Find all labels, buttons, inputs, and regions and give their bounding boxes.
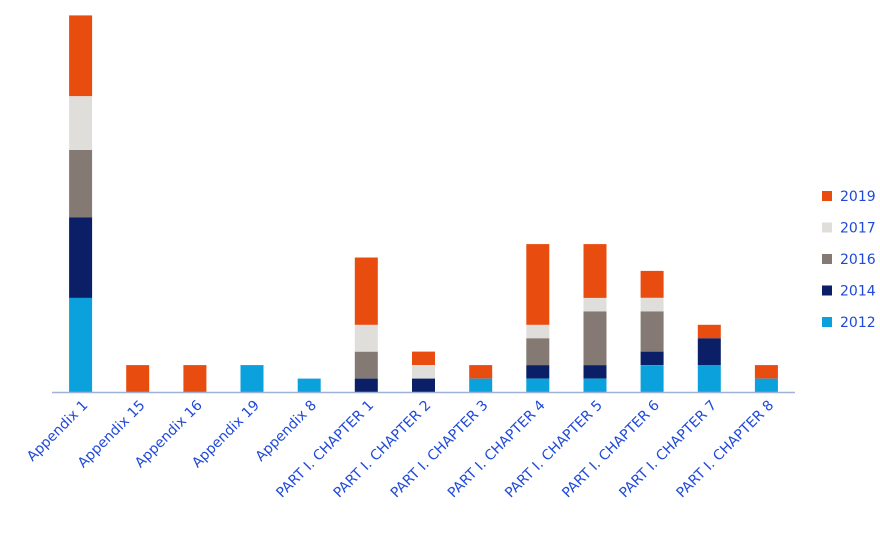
bar-segment-2016-8	[526, 338, 550, 366]
bar-segment-2017-8	[526, 324, 550, 339]
legend-label-2012: 2012	[840, 315, 876, 331]
bar-segment-2017-0	[69, 96, 93, 150]
bar-segment-2016-0	[69, 149, 93, 218]
bar-segment-2012-7	[469, 378, 493, 392]
bar-segment-2012-0	[69, 297, 93, 392]
x-tick-label-6: PART I. CHAPTER 2	[331, 398, 435, 502]
bar-segment-2014-9	[583, 365, 607, 379]
x-tick-label-8: PART I. CHAPTER 4	[445, 397, 549, 501]
bar-segment-2019-1	[126, 365, 150, 392]
bar-segment-2019-7	[469, 365, 493, 379]
x-tick-label-10: PART I. CHAPTER 6	[559, 397, 663, 501]
bars-layer	[69, 15, 778, 392]
bar-segment-2019-6	[412, 351, 435, 365]
legend-swatch-2014	[822, 285, 832, 296]
x-tick-label-12: PART I. CHAPTER 8	[674, 398, 778, 502]
bar-segment-2019-10	[640, 270, 664, 298]
bar-segment-2017-9	[583, 297, 607, 312]
bar-segment-2016-9	[583, 311, 607, 366]
bar-segment-2019-2	[183, 365, 207, 392]
legend-label-2019: 2019	[840, 189, 876, 205]
bar-segment-2012-8	[526, 378, 550, 392]
bar-segment-2014-8	[526, 365, 550, 379]
bar-segment-2016-5	[354, 351, 378, 379]
bar-segment-2016-10	[640, 311, 664, 352]
x-tick-label-5: PART I. CHAPTER 1	[273, 398, 377, 502]
bar-segment-2012-3	[240, 365, 264, 392]
bar-segment-2014-10	[640, 351, 664, 365]
bar-segment-2014-6	[412, 378, 435, 392]
legend-label-2017: 2017	[840, 221, 876, 237]
bar-segment-2019-12	[754, 365, 778, 379]
legend-swatch-2012	[822, 317, 832, 327]
bar-segment-2012-10	[640, 365, 664, 392]
legend-label-2016: 2016	[840, 252, 876, 268]
bar-segment-2014-5	[354, 378, 378, 392]
legend: 2019 2017 2016 2014 2012	[822, 189, 876, 331]
x-tick-label-11: PART I. CHAPTER 7	[616, 398, 720, 502]
legend-swatch-2019	[822, 191, 832, 201]
bar-segment-2014-11	[697, 338, 721, 366]
legend-label-2014: 2014	[840, 284, 876, 300]
bar-segment-2014-0	[69, 217, 93, 298]
bar-segment-2012-12	[754, 378, 778, 392]
bar-segment-2019-0	[69, 15, 93, 97]
bar-segment-2012-4	[297, 378, 321, 392]
x-tick-label-7: PART I. CHAPTER 3	[388, 398, 492, 502]
legend-swatch-2017	[822, 222, 832, 233]
bar-segment-2019-5	[354, 257, 378, 325]
bar-segment-2017-10	[640, 297, 664, 312]
bar-segment-2017-5	[354, 324, 378, 352]
bar-segment-2012-11	[697, 365, 721, 392]
legend-swatch-2016	[822, 254, 832, 264]
bar-segment-2012-9	[583, 378, 607, 392]
bar-segment-2017-6	[412, 365, 435, 379]
bar-segment-2019-8	[526, 244, 550, 325]
bar-segment-2019-9	[583, 244, 607, 298]
bar-segment-2019-11	[697, 324, 721, 339]
x-tick-label-9: PART I. CHAPTER 5	[502, 398, 606, 502]
